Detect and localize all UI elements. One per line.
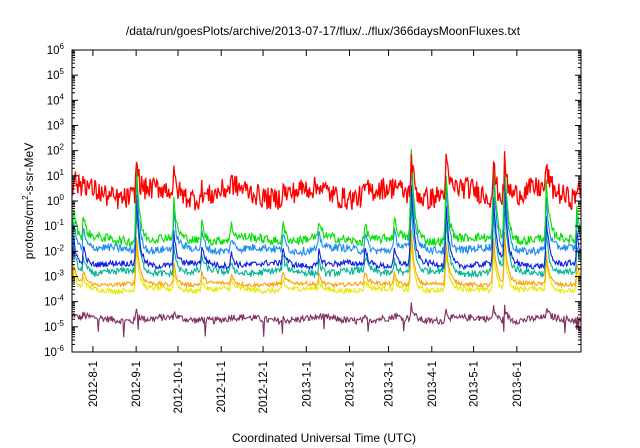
series-line [71,149,582,248]
x-tick-label: 2012-11-1 [216,361,228,413]
chart-title: /data/run/goesPlots/archive/2013-07-17/f… [126,24,521,38]
y-tick-label: 101 [47,168,65,183]
series-line [71,302,582,338]
y-tick-label: 106 [47,42,65,57]
y-tick-label: 10-1 [44,218,64,233]
series-line [71,241,582,296]
y-tick-label: 10-2 [44,243,64,258]
y-axis-label: protons/cm2-s-sr-MeV [21,143,36,259]
x-tick-label: 2012-12-1 [258,361,270,413]
x-tick-label: 2012-8-1 [88,361,100,407]
x-tick-label: 2013-1-1 [301,361,313,407]
x-tick-label: 2013-4-1 [427,361,439,407]
y-tick-label: 100 [47,193,65,208]
y-tick-label: 10-4 [44,294,64,309]
series-line [71,182,582,271]
series-line [71,161,582,257]
y-tick-label: 10-3 [44,269,64,284]
x-tick-label: 2012-10-1 [173,361,185,413]
series-line [71,151,582,211]
series-line [71,230,582,289]
series-line [71,200,582,279]
series-layer [71,149,582,338]
x-axis: 2012-8-1 2012-9-1 2012-10-1 2012-11-1 2012-1… [88,50,524,413]
x-tick-label: 2013-5-1 [469,361,481,407]
x-tick-label: 2013-6-1 [512,361,524,407]
y-tick-label: 10-6 [44,344,64,359]
y-axis: 10-6 10-5 10-4 10-3 10-2 10-1 100 101 102 103 104 1… [44,42,581,359]
x-tick-label: 2013-2-1 [345,361,357,407]
y-tick-label: 10-5 [44,319,64,334]
y-tick-label: 103 [47,118,65,133]
y-tick-label: 104 [47,92,65,107]
x-tick-label: 2013-3-1 [384,361,396,407]
y-tick-label: 105 [47,67,65,82]
y-tick-label: 102 [47,143,65,158]
x-tick-label: 2012-9-1 [131,361,143,407]
x-axis-label: Coordinated Universal Time (UTC) [232,431,416,445]
